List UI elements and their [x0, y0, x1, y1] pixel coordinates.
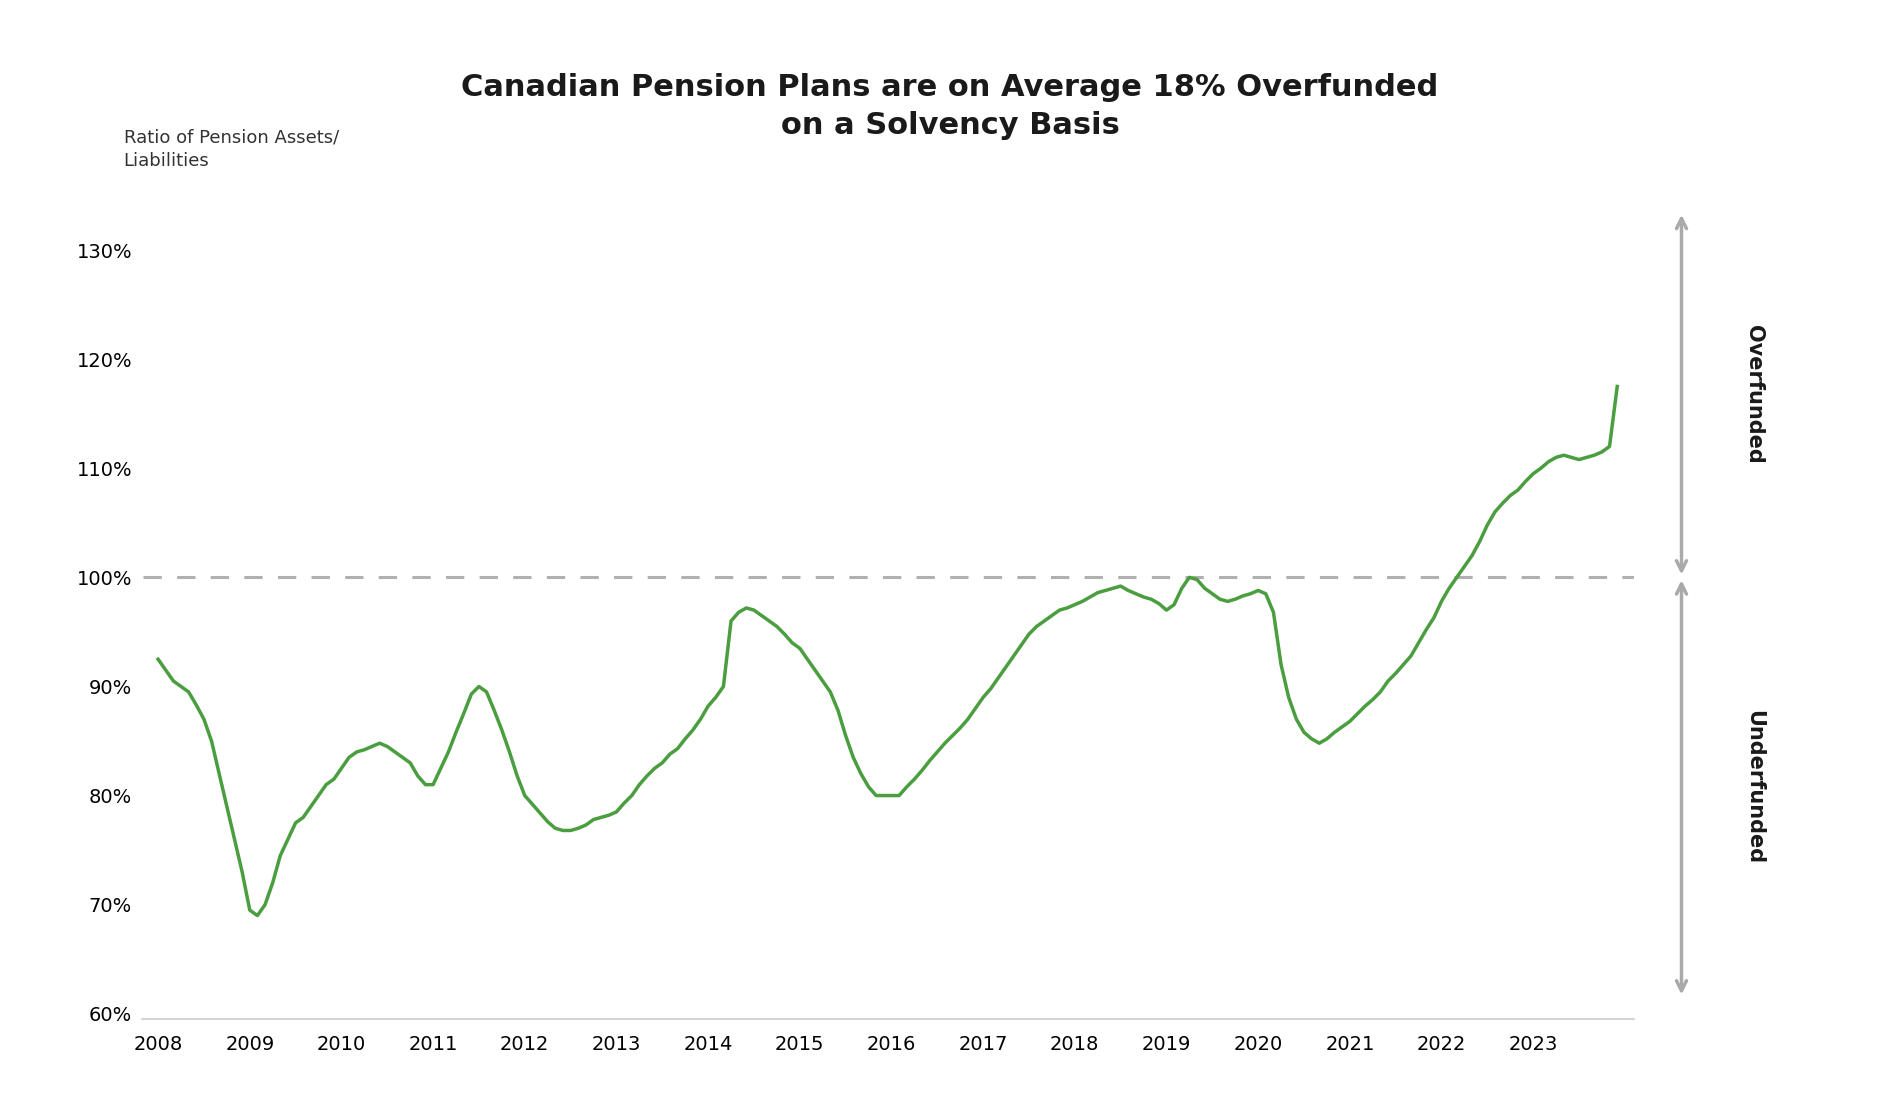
Text: Overfunded: Overfunded	[1744, 325, 1763, 464]
Text: Canadian Pension Plans are on Average 18% Overfunded
on a Solvency Basis: Canadian Pension Plans are on Average 18…	[462, 73, 1438, 140]
Text: Ratio of Pension Assets/
Liabilities: Ratio of Pension Assets/ Liabilities	[124, 129, 338, 170]
Text: Underfunded: Underfunded	[1744, 710, 1763, 865]
